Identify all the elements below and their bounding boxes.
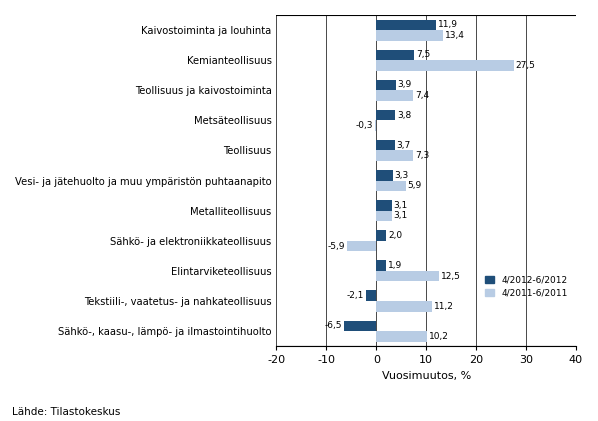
Bar [375,120,376,131]
Bar [376,30,443,40]
Text: -6,5: -6,5 [324,321,342,330]
Bar [376,200,392,210]
Text: -0,3: -0,3 [355,121,373,130]
Bar [376,60,514,71]
Text: 3,8: 3,8 [397,111,411,120]
Bar [376,150,413,161]
Text: 11,9: 11,9 [438,20,457,29]
Text: -2,1: -2,1 [346,291,364,300]
Text: 13,4: 13,4 [445,31,465,40]
Bar [376,50,414,60]
Bar [376,140,395,150]
Bar [376,80,396,90]
Text: 1,9: 1,9 [388,261,402,270]
Text: 3,7: 3,7 [396,141,411,150]
Bar [376,90,413,101]
Bar [347,241,376,251]
Bar [366,290,376,301]
Bar [376,230,386,241]
Text: 3,1: 3,1 [393,211,408,221]
Bar [376,110,395,120]
Bar [376,331,427,341]
Text: -5,9: -5,9 [327,242,345,250]
Text: 3,1: 3,1 [393,201,408,210]
Text: 3,3: 3,3 [395,171,409,180]
Text: 7,4: 7,4 [415,91,429,100]
Text: 27,5: 27,5 [515,61,535,70]
Text: 5,9: 5,9 [408,181,422,190]
Bar [376,19,436,30]
Bar [376,170,393,181]
Bar [376,301,432,312]
Bar [376,210,392,221]
Bar [344,320,376,331]
X-axis label: Vuosimuutos, %: Vuosimuutos, % [382,371,471,381]
Legend: 4/2012-6/2012, 4/2011-6/2011: 4/2012-6/2012, 4/2011-6/2011 [481,272,572,301]
Text: 7,3: 7,3 [415,151,429,160]
Text: 7,5: 7,5 [416,51,430,59]
Text: 3,9: 3,9 [398,80,412,90]
Text: 11,2: 11,2 [434,302,454,311]
Text: 12,5: 12,5 [441,272,460,281]
Bar [376,181,406,191]
Text: 10,2: 10,2 [429,332,449,341]
Text: 2,0: 2,0 [388,231,402,240]
Bar [376,271,439,281]
Bar [376,260,386,271]
Text: Lähde: Tilastokeskus: Lähde: Tilastokeskus [12,407,120,417]
